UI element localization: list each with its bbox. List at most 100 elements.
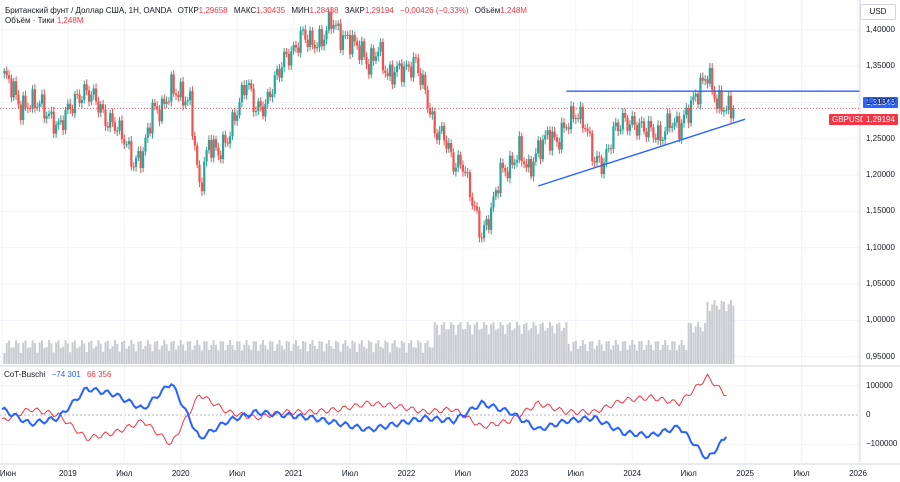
candle-body bbox=[490, 207, 493, 230]
candle-body bbox=[306, 39, 309, 47]
volume-bar bbox=[574, 340, 577, 364]
candle-body bbox=[320, 29, 323, 47]
candle-body bbox=[720, 90, 723, 112]
pane-frame bbox=[0, 0, 900, 465]
candle-body bbox=[701, 77, 704, 81]
cot-red-value: 66 356 bbox=[86, 370, 112, 379]
change-value: −0,00426 (−0,33%) bbox=[400, 6, 469, 15]
candle-body bbox=[76, 94, 79, 96]
candle-body bbox=[278, 68, 281, 78]
candle-body bbox=[419, 73, 422, 85]
volume-bar bbox=[318, 340, 321, 364]
volume-bar bbox=[280, 345, 283, 364]
candle-body bbox=[391, 64, 394, 85]
volume-bar bbox=[476, 322, 479, 364]
volume-bar bbox=[193, 345, 196, 364]
candle-body bbox=[71, 108, 74, 114]
candle-body bbox=[569, 106, 573, 130]
candle-body bbox=[163, 98, 166, 104]
candle-body bbox=[558, 141, 561, 150]
volume-bar bbox=[222, 341, 225, 364]
volume-bar bbox=[219, 341, 222, 364]
candle-body bbox=[7, 75, 11, 79]
volume-bar bbox=[48, 340, 51, 364]
volume-bar bbox=[706, 301, 709, 364]
volume-bar bbox=[518, 325, 521, 364]
volume-bar bbox=[264, 345, 267, 364]
candle-body bbox=[468, 172, 472, 198]
volume-bar bbox=[386, 342, 389, 364]
volume-bar bbox=[647, 340, 650, 364]
candle-body bbox=[332, 24, 335, 29]
candle-body bbox=[184, 101, 187, 106]
volume-bar bbox=[699, 327, 702, 364]
candle-body bbox=[85, 84, 88, 91]
high-label: МАКС bbox=[233, 6, 257, 15]
cot-name: CoT-Buschi bbox=[4, 370, 46, 379]
volume-bar bbox=[727, 304, 730, 364]
candle-body bbox=[36, 106, 39, 108]
time-axis-label: Июл bbox=[793, 469, 810, 478]
candle-body bbox=[90, 94, 93, 102]
volume-bar bbox=[581, 340, 584, 364]
candle-body bbox=[487, 219, 490, 230]
candle-body bbox=[205, 150, 208, 162]
volume-bar bbox=[144, 345, 147, 364]
volume-bar bbox=[398, 347, 401, 364]
volume-bar bbox=[182, 344, 185, 364]
volume-bar bbox=[506, 324, 509, 364]
candle-body bbox=[478, 210, 481, 238]
volume-bar bbox=[165, 344, 168, 364]
volume-bar bbox=[341, 343, 344, 364]
cot-blue-value: −74 301 bbox=[51, 370, 81, 379]
candle-body bbox=[127, 141, 131, 145]
candle-body bbox=[308, 30, 312, 47]
candle-body bbox=[102, 104, 105, 110]
candle-body bbox=[87, 90, 91, 102]
candle-body bbox=[52, 111, 55, 134]
candle-body bbox=[722, 110, 726, 112]
candle-body bbox=[450, 143, 453, 153]
candle-body bbox=[5, 71, 8, 76]
volume-bar bbox=[236, 341, 239, 364]
candle-body bbox=[191, 91, 194, 137]
volume-bar bbox=[565, 321, 568, 364]
candle-body bbox=[713, 89, 716, 99]
candle-body bbox=[59, 120, 62, 123]
candle-body bbox=[678, 116, 681, 140]
volume-bar bbox=[252, 341, 255, 364]
candle-body bbox=[718, 90, 721, 109]
time-axis-label: Июл bbox=[680, 469, 697, 478]
candle-body bbox=[132, 166, 135, 168]
candle-body bbox=[212, 139, 215, 158]
candle-body bbox=[198, 164, 201, 183]
candle-body bbox=[283, 51, 286, 68]
volume-bar bbox=[172, 341, 175, 364]
cot-axis-label: 100000 bbox=[866, 380, 893, 390]
candle-body bbox=[268, 91, 272, 98]
volume-bar bbox=[732, 305, 735, 364]
currency-button[interactable]: USD bbox=[860, 4, 896, 20]
volume-bar bbox=[584, 344, 587, 364]
volume-bar bbox=[179, 340, 182, 364]
candle-body bbox=[170, 74, 173, 102]
volume-bar bbox=[207, 349, 210, 364]
volume-bar bbox=[15, 340, 18, 364]
candle-body bbox=[466, 172, 469, 174]
candle-body bbox=[515, 159, 519, 163]
time-axis-label: Июн bbox=[0, 469, 17, 478]
volume-bar bbox=[483, 322, 486, 364]
candle-body bbox=[689, 100, 693, 123]
candle-body bbox=[593, 161, 596, 163]
volume-bar bbox=[102, 351, 105, 364]
volume-bar bbox=[384, 340, 387, 364]
candle-body bbox=[341, 35, 345, 50]
volume-bar bbox=[501, 325, 504, 364]
candle-body bbox=[421, 74, 425, 85]
volume-bar bbox=[445, 329, 448, 364]
volume-bar bbox=[349, 348, 352, 364]
volume-bar bbox=[3, 353, 6, 364]
candle-body bbox=[158, 109, 161, 122]
volume-bar bbox=[499, 322, 502, 364]
